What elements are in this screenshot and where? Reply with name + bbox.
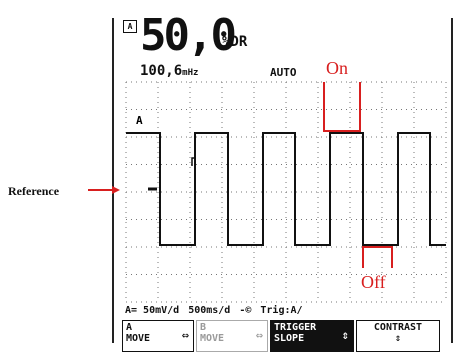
annotation-marks [88,82,393,268]
softkey-line2: MOVE [200,333,225,344]
frequency-unit: mHz [182,68,199,78]
trigger-status: Trig:A/ [260,305,303,316]
status-bar: A= 50mV/d 500ms/d -© Trig:A/ [125,305,447,317]
reference-label: Reference [8,184,60,198]
annotation-off: Off [361,272,386,292]
move-arrows-icon: ⇔ [255,328,263,342]
reference-marker: -© [239,305,252,316]
softkey-line1: CONTRAST [373,322,423,333]
scope-grid [125,81,447,303]
square-wave-path [126,132,446,246]
softkey-line2: ⇕ [394,333,402,344]
slope-arrows-icon: ⇕ [341,328,349,342]
trigger-slope-softkey[interactable]: TRIGGER SLOPE ⇕ [270,320,354,352]
reading-unit: %DR [222,34,248,50]
screen-right-border [451,18,453,343]
auto-mode-label: AUTO [270,66,297,79]
screen-left-border [112,18,114,343]
trigger-marker-icon [191,157,195,166]
move-arrows-icon: ⇔ [181,328,189,342]
reference-arrowhead-icon [112,186,120,194]
trace-label: A [136,114,143,127]
softkey-line1: TRIGGER [274,322,317,333]
main-reading: 50,0 [140,10,237,61]
timebase-scale: 500ms/d [188,305,231,316]
contrast-softkey[interactable]: CONTRAST ⇕ [356,320,440,352]
softkey-line2: MOVE [126,333,151,344]
b-move-softkey[interactable]: B MOVE ⇔ [196,320,268,352]
square-wave-trace [126,132,446,246]
a-move-softkey[interactable]: A MOVE ⇔ [122,320,194,352]
frequency-value: 100,6 [140,63,183,79]
annotation-on: On [326,58,348,78]
frequency-reading: 100,6mHz [140,63,198,81]
softkey-line1: B [200,322,207,333]
channel-a-scale: A= 50mV/d [125,305,180,316]
on-bracket [323,82,361,132]
channel-indicator: A [123,20,137,33]
softkey-line1: A [126,322,133,333]
softkey-bar: A MOVE ⇔ B MOVE ⇔ TRIGGER SLOPE ⇕ CONTRA… [122,320,448,354]
off-bracket [362,246,393,268]
softkey-line2: SLOPE [274,333,305,344]
